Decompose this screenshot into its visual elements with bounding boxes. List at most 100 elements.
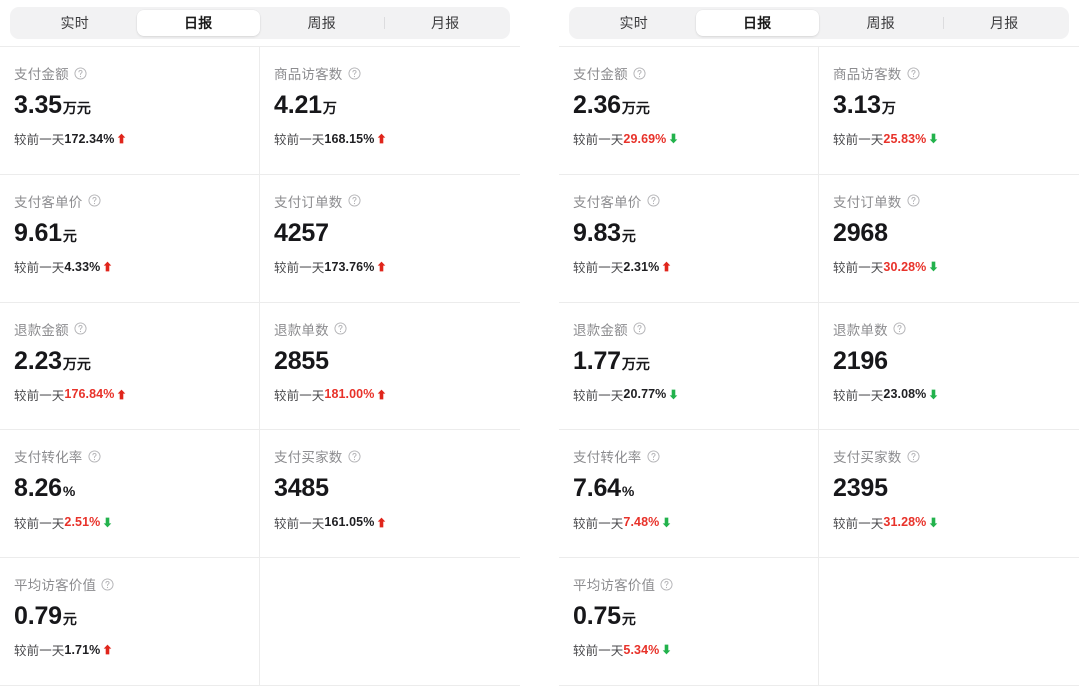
metric-card[interactable]: 退款金额 1.77 万元 较前一天 20.77%: [559, 302, 819, 431]
metric-card[interactable]: 退款金额 2.23 万元 较前一天 176.84%: [0, 302, 260, 431]
help-circle-icon[interactable]: [646, 194, 660, 207]
metric-value-unit: 元: [62, 227, 77, 244]
arrow-down-icon: [669, 389, 678, 400]
metric-label: 支付金额: [14, 67, 69, 82]
delta-percent: 20.77%: [623, 387, 667, 402]
arrow-up-icon: [377, 261, 386, 272]
metric-value-number: 8.26: [14, 474, 62, 503]
delta-percent: 168.15%: [324, 131, 375, 146]
metric-value: 8.26%: [14, 474, 259, 503]
metric-card[interactable]: 平均访客价值 0.79 元较前一天 1.71%: [0, 558, 260, 686]
metric-value: 9.83 元: [573, 220, 818, 247]
metric-label: 退款金额: [573, 322, 628, 338]
metric-delta: 较前一天 2.51%: [14, 513, 259, 532]
arrow-up-icon: [377, 133, 386, 144]
help-circle-icon[interactable]: [660, 578, 673, 591]
help-circle-icon[interactable]: [646, 450, 660, 463]
delta-label: 较前一天: [833, 133, 884, 148]
help-circle-icon[interactable]: [906, 450, 920, 463]
metric-value-number: 2.23: [14, 346, 62, 375]
tab-2[interactable]: 周报: [819, 10, 943, 36]
help-circle-icon[interactable]: [633, 322, 646, 335]
metric-value-unit: 万元: [62, 355, 91, 372]
help-circle-icon[interactable]: [347, 194, 361, 207]
metric-card[interactable]: 支付订单数 2968 较前一天 30.28%: [819, 174, 1079, 303]
metric-head: 商品访客数: [274, 63, 520, 83]
tab-label: 实时: [60, 15, 90, 31]
metric-value: 2855: [274, 347, 520, 374]
metric-label: 退款单数: [274, 322, 329, 338]
metric-delta: 较前一天 5.34%: [573, 640, 818, 659]
tab-1-active[interactable]: 日报: [695, 10, 819, 36]
metric-delta: 较前一天 172.34%: [14, 129, 259, 148]
delta-label: 较前一天: [14, 261, 65, 276]
metric-value-unit: 万元: [621, 100, 650, 116]
delta-percent: 25.83%: [883, 131, 927, 146]
metric-card[interactable]: 支付金额 3.35 万元较前一天 172.34%: [0, 47, 260, 175]
tab-3[interactable]: 月报: [942, 10, 1067, 36]
delta-percent: 181.00%: [324, 387, 375, 402]
metric-value: 3.35 万元: [14, 92, 259, 119]
metric-head: 退款单数: [833, 319, 1079, 339]
delta-percent: 7.48%: [623, 515, 660, 530]
metric-card[interactable]: 平均访客价值 0.75 元较前一天 5.34%: [559, 558, 819, 686]
metric-head: 支付转化率: [14, 446, 259, 466]
metric-card[interactable]: 商品访客数 4.21 万较前一天 168.15%: [260, 47, 520, 175]
help-circle-icon[interactable]: [334, 322, 347, 335]
metric-delta: 较前一天 176.84%: [14, 385, 259, 404]
help-circle-icon[interactable]: [87, 450, 101, 463]
metric-head: 平均访客价值: [573, 574, 818, 594]
help-circle-icon[interactable]: [893, 322, 906, 335]
delta-label: 较前一天: [14, 388, 65, 403]
tab-0[interactable]: 实时: [13, 10, 137, 36]
metric-delta: 较前一天 23.08%: [833, 385, 1079, 404]
metric-card[interactable]: 支付转化率 7.64% 较前一天 7.48%: [559, 430, 819, 559]
tab-0[interactable]: 实时: [572, 10, 696, 36]
help-circle-icon[interactable]: [906, 194, 920, 207]
metric-head: 支付买家数: [274, 446, 520, 466]
metric-card[interactable]: 退款单数 2855 较前一天 181.00%: [260, 302, 520, 431]
metric-delta: 较前一天 20.77%: [573, 385, 818, 404]
metric-label: 商品访客数: [274, 67, 343, 82]
metric-value: 9.61 元: [14, 220, 259, 247]
delta-label: 较前一天: [573, 261, 624, 276]
metric-label: 退款单数: [833, 322, 888, 338]
panel-right: 实时 日报 周报 月报支付金额 2.36 万元 较前一天 29.69% 商品访客数 3.13 万较前…: [559, 0, 1079, 686]
arrow-up-icon: [662, 261, 671, 272]
tab-3[interactable]: 月报: [383, 10, 508, 36]
help-circle-icon[interactable]: [87, 194, 101, 207]
panel-divider-gap: [520, 0, 559, 686]
metric-card[interactable]: 支付买家数 2395 较前一天 31.28%: [819, 430, 1079, 559]
metric-delta: 较前一天 31.28%: [833, 513, 1079, 532]
metric-delta: 较前一天 30.28%: [833, 257, 1079, 276]
tab-2[interactable]: 周报: [260, 10, 384, 36]
help-circle-icon[interactable]: [347, 450, 361, 463]
help-circle-icon[interactable]: [347, 66, 361, 80]
metric-card[interactable]: 支付转化率 8.26% 较前一天 2.51%: [0, 430, 260, 559]
help-circle-icon[interactable]: [74, 322, 87, 335]
arrow-down-icon: [103, 517, 112, 528]
metric-label: 支付买家数: [274, 450, 343, 466]
help-circle-icon[interactable]: [906, 66, 920, 80]
arrow-down-icon: [662, 517, 671, 528]
metric-card[interactable]: 支付订单数 4257 较前一天 173.76%: [260, 174, 520, 303]
help-circle-icon[interactable]: [633, 66, 646, 80]
help-circle-icon[interactable]: [101, 578, 114, 591]
metric-card[interactable]: 商品访客数 3.13 万较前一天 25.83%: [819, 47, 1079, 175]
delta-label: 较前一天: [14, 516, 65, 531]
metric-card[interactable]: 支付买家数 3485 较前一天 161.05%: [260, 430, 520, 559]
metric-value-number: 0.79: [14, 602, 62, 631]
metric-head: 支付客单价: [573, 191, 818, 211]
metric-card[interactable]: 支付客单价 9.61 元较前一天 4.33%: [0, 174, 260, 303]
help-circle-icon[interactable]: [74, 66, 87, 80]
tab-1-active[interactable]: 日报: [136, 10, 260, 36]
metric-card[interactable]: 支付客单价 9.83 元较前一天 2.31%: [559, 174, 819, 303]
metric-card[interactable]: 退款单数 2196 较前一天 23.08%: [819, 302, 1079, 431]
delta-label: 较前一天: [833, 516, 884, 531]
metric-value: 2968: [833, 220, 1079, 247]
metric-card[interactable]: 支付金额 2.36 万元 较前一天 29.69%: [559, 47, 819, 175]
metric-value: 2.23 万元: [14, 346, 259, 375]
metric-value-number: 4257: [274, 218, 329, 247]
tab-label: 实时: [619, 15, 649, 31]
delta-percent: 161.05%: [324, 515, 375, 530]
